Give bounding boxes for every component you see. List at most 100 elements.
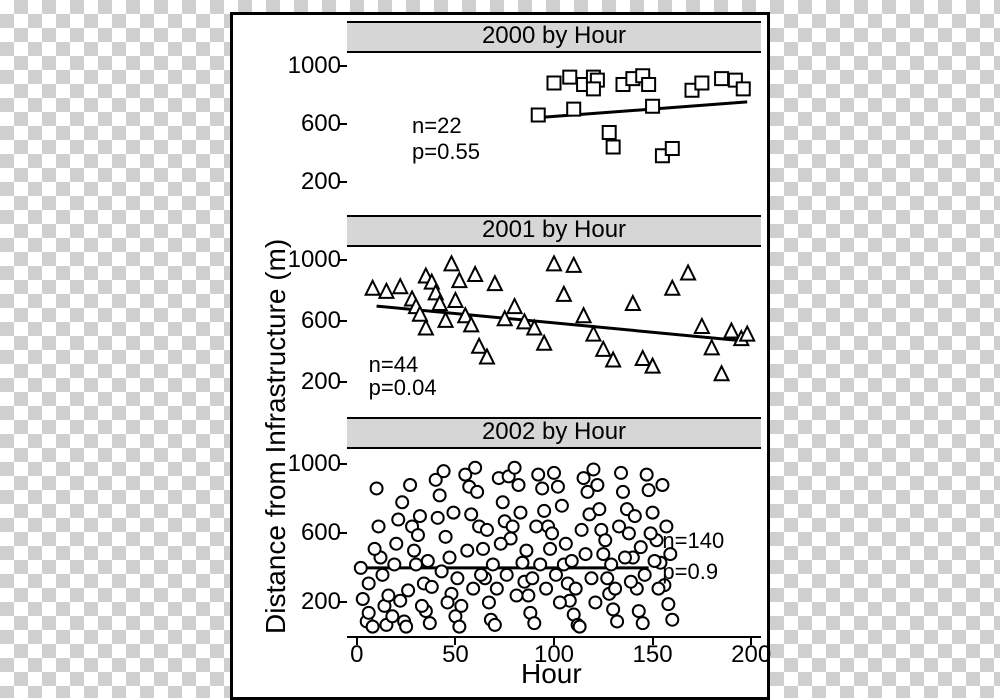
- y-tick-mark: [339, 320, 347, 322]
- data-point: [469, 462, 481, 474]
- data-point: [556, 500, 568, 512]
- y-tick-mark: [339, 463, 347, 465]
- plot-area: 2006001000n=44p=0.04: [347, 245, 761, 413]
- y-tick-mark: [339, 601, 347, 603]
- panel-annotation: n=140: [662, 528, 724, 554]
- data-point: [548, 467, 560, 479]
- data-point: [615, 467, 627, 479]
- data-point: [578, 472, 590, 484]
- data-point: [483, 596, 495, 608]
- data-point: [434, 489, 446, 501]
- data-point: [394, 595, 406, 607]
- data-point: [547, 256, 561, 270]
- data-point: [635, 541, 647, 553]
- data-point: [424, 617, 436, 629]
- data-point: [416, 600, 428, 612]
- data-point: [567, 103, 580, 116]
- data-point: [472, 339, 486, 353]
- data-point: [715, 72, 728, 85]
- data-point: [532, 109, 545, 122]
- data-point: [436, 565, 448, 577]
- data-point: [513, 479, 525, 491]
- data-point: [619, 552, 631, 564]
- data-point: [371, 482, 383, 494]
- data-point: [530, 520, 542, 532]
- data-point: [439, 313, 453, 327]
- data-point: [532, 469, 544, 481]
- scatter-svg: [347, 51, 761, 211]
- y-tick-mark: [339, 123, 347, 125]
- data-point: [452, 273, 466, 287]
- data-point: [563, 71, 576, 84]
- data-point: [629, 510, 641, 522]
- data-point: [597, 548, 609, 560]
- y-tick-mark: [339, 181, 347, 183]
- panel-annotation: p=0.9: [662, 559, 718, 585]
- data-point: [534, 558, 546, 570]
- data-point: [393, 279, 407, 293]
- data-point: [373, 520, 385, 532]
- data-point: [414, 510, 426, 522]
- data-point: [392, 514, 404, 526]
- data-point: [603, 126, 616, 139]
- data-point: [447, 507, 459, 519]
- data-point: [646, 100, 659, 113]
- data-point: [626, 296, 640, 310]
- data-point: [617, 486, 629, 498]
- data-point: [508, 299, 522, 313]
- data-point: [363, 577, 375, 589]
- data-point: [570, 583, 582, 595]
- data-point: [574, 621, 586, 633]
- data-point: [487, 558, 499, 570]
- data-point: [451, 572, 463, 584]
- data-point: [715, 366, 729, 380]
- data-point: [402, 584, 414, 596]
- data-point: [554, 596, 566, 608]
- data-point: [448, 293, 462, 307]
- data-point: [613, 520, 625, 532]
- data-point: [396, 496, 408, 508]
- data-point: [419, 320, 433, 334]
- data-point: [511, 590, 523, 602]
- data-point: [643, 484, 655, 496]
- data-point: [438, 465, 450, 477]
- data-point: [471, 486, 483, 498]
- panel-annotation: n=22: [412, 113, 462, 139]
- data-point: [580, 548, 592, 560]
- data-point: [388, 558, 400, 570]
- data-point: [516, 557, 528, 569]
- data-point: [522, 590, 534, 602]
- x-tick-label: 150: [633, 641, 673, 669]
- data-point: [596, 342, 610, 356]
- data-point: [475, 569, 487, 581]
- data-point: [455, 600, 467, 612]
- x-tick-label: 50: [442, 641, 469, 669]
- data-point: [536, 482, 548, 494]
- panel-annotation: p=0.55: [412, 139, 480, 165]
- data-point: [444, 552, 456, 564]
- data-point: [656, 479, 668, 491]
- y-tick-label: 600: [281, 110, 341, 138]
- data-point: [585, 572, 597, 584]
- data-point: [577, 308, 591, 322]
- data-point: [367, 621, 379, 633]
- data-point: [538, 505, 550, 517]
- data-point: [607, 603, 619, 615]
- data-point: [586, 327, 600, 341]
- data-point: [649, 555, 661, 567]
- data-point: [408, 545, 420, 557]
- data-point: [601, 572, 613, 584]
- data-point: [501, 569, 513, 581]
- panel-title: 2002 by Hour: [347, 417, 761, 449]
- data-point: [737, 82, 750, 95]
- data-point: [609, 583, 621, 595]
- data-point: [497, 496, 509, 508]
- panel-title: 2000 by Hour: [347, 21, 761, 53]
- data-point: [369, 543, 381, 555]
- data-point: [477, 543, 489, 555]
- y-tick-mark: [339, 259, 347, 261]
- data-point: [705, 340, 719, 354]
- data-point: [544, 543, 556, 555]
- data-point: [426, 581, 438, 593]
- data-point: [355, 562, 367, 574]
